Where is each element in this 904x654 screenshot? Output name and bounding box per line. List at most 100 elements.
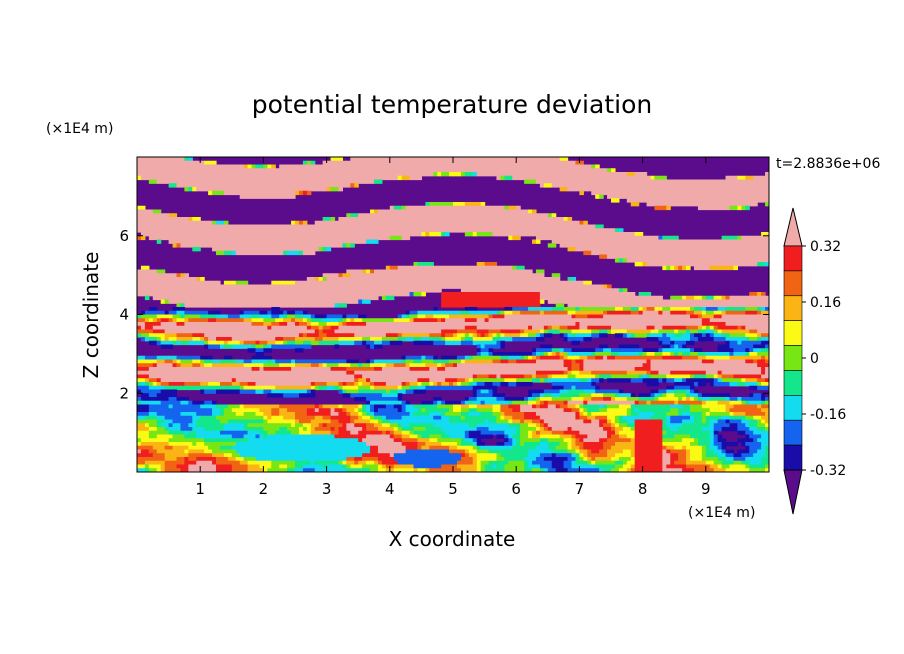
- contour-cell: [567, 183, 573, 188]
- contour-cell: [437, 209, 442, 214]
- contour-cell: [283, 325, 288, 331]
- contour-cell: [753, 295, 758, 301]
- contour-cell: [235, 190, 241, 196]
- contour-cell: [148, 232, 154, 237]
- contour-cell: [646, 202, 652, 207]
- contour-cell: [654, 322, 659, 327]
- contour-cell: [164, 235, 170, 241]
- contour-cell: [370, 228, 375, 233]
- contour-cell: [192, 179, 197, 184]
- contour-cell: [196, 325, 201, 331]
- contour-cell: [401, 325, 407, 331]
- contour-cell: [417, 232, 422, 237]
- contour-cell: [291, 175, 296, 181]
- contour-cell: [646, 333, 652, 338]
- contour-cell: [271, 168, 276, 173]
- contour-cell: [456, 314, 462, 319]
- contour-cell: [520, 273, 525, 278]
- contour-cell: [658, 190, 663, 196]
- contour-cell: [729, 187, 735, 192]
- contour-cell: [377, 168, 383, 173]
- contour-cell: [686, 179, 691, 184]
- contour-cell: [686, 194, 691, 199]
- contour-cell: [144, 292, 150, 297]
- contour-cell: [697, 295, 703, 301]
- contour-cell: [302, 295, 308, 301]
- contour-cell: [275, 235, 280, 241]
- contour-cell: [765, 325, 769, 331]
- contour-cell: [425, 157, 430, 162]
- contour-cell: [638, 303, 644, 308]
- contour-cell: [749, 254, 754, 259]
- contour-cell: [563, 187, 569, 192]
- contour-cell: [204, 314, 209, 319]
- contour-cell: [326, 164, 332, 169]
- contour-cell: [433, 217, 438, 222]
- contour-cell: [227, 187, 233, 192]
- contour-cell: [646, 258, 652, 263]
- contour-cell: [733, 333, 738, 338]
- contour-cell: [492, 224, 498, 229]
- contour-cell: [460, 157, 466, 162]
- contour-cell: [298, 310, 304, 316]
- contour-cell: [480, 168, 486, 173]
- contour-cell: [346, 235, 351, 241]
- contour-cell: [223, 220, 229, 226]
- contour-cell: [421, 322, 426, 327]
- contour-cell: [247, 318, 253, 323]
- contour-cell: [287, 314, 292, 319]
- contour-cell: [409, 314, 415, 319]
- contour-cell: [484, 262, 490, 267]
- contour-cell: [409, 269, 415, 274]
- contour-cell: [753, 337, 758, 342]
- contour-cell: [674, 265, 679, 271]
- contour-cell: [212, 172, 217, 177]
- contour-cell: [524, 318, 529, 323]
- contour-cell: [630, 254, 636, 259]
- contour-cell: [219, 175, 225, 181]
- contour-cell: [456, 265, 462, 271]
- contour-cell: [445, 310, 450, 316]
- contour-cell: [374, 329, 379, 334]
- contour-cell: [512, 318, 517, 323]
- contour-cell: [725, 179, 731, 184]
- contour-cell: [366, 160, 371, 166]
- contour-cell: [381, 277, 387, 282]
- contour-cell: [650, 325, 656, 331]
- contour-cell: [397, 168, 403, 173]
- contour-cell: [528, 310, 533, 316]
- contour-cell: [235, 235, 241, 241]
- contour-cell: [338, 325, 343, 331]
- contour-cell: [283, 239, 288, 244]
- contour-cell: [409, 209, 415, 214]
- contour-cell: [192, 232, 197, 237]
- contour-cell: [417, 217, 422, 222]
- contour-cell: [547, 183, 553, 188]
- contour-cell: [192, 284, 197, 289]
- contour-cell: [693, 303, 699, 308]
- contour-cell: [753, 292, 758, 297]
- contour-cell: [397, 325, 403, 331]
- contour-cell: [453, 228, 458, 233]
- contour-cell: [492, 220, 498, 226]
- contour-cell: [472, 322, 478, 327]
- contour-cell: [516, 168, 521, 173]
- contour-cell: [741, 310, 746, 316]
- contour-cell: [350, 292, 355, 297]
- contour-cell: [212, 232, 217, 237]
- contour-cell: [255, 239, 261, 244]
- contour-cell: [472, 265, 478, 271]
- contour-cell: [417, 284, 422, 289]
- contour-cell: [500, 333, 505, 338]
- contour-cell: [437, 284, 442, 289]
- contour-cell: [587, 235, 592, 241]
- contour-cell: [196, 322, 201, 327]
- contour-cell: [464, 228, 470, 233]
- contour-cell: [654, 299, 659, 304]
- contour-cell: [137, 217, 142, 222]
- contour-cell: [765, 235, 769, 241]
- contour-cell: [761, 329, 766, 334]
- contour-cell: [318, 333, 324, 338]
- contour-cell: [500, 292, 505, 297]
- contour-cell: [567, 325, 573, 331]
